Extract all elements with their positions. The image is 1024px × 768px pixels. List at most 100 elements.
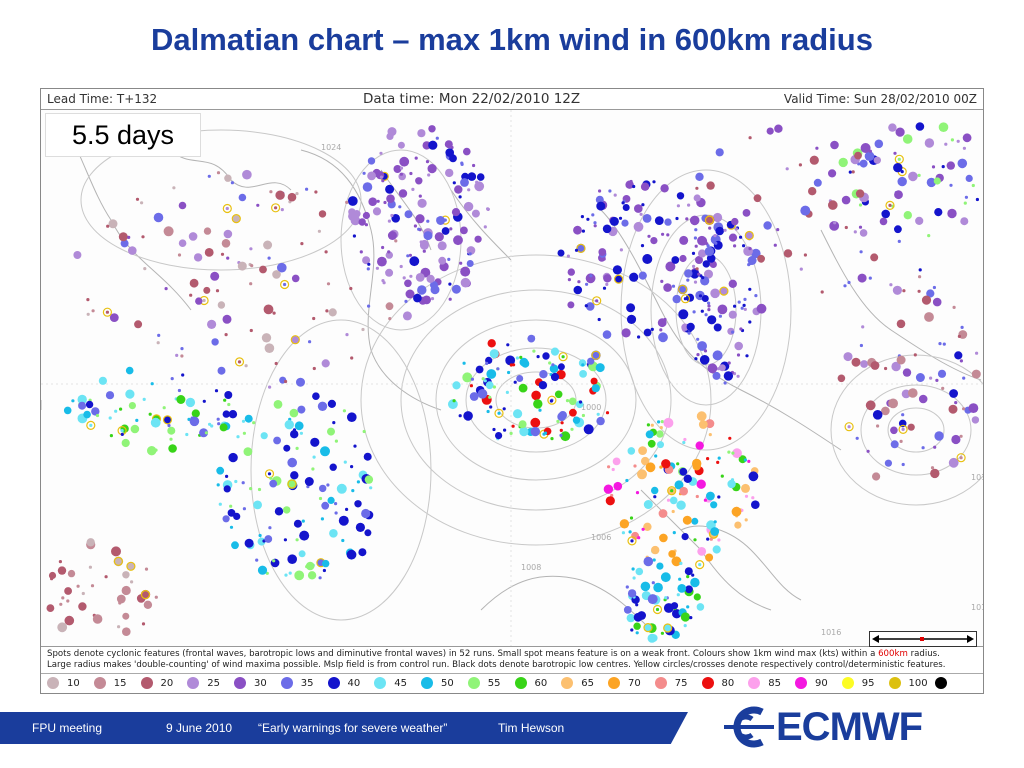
control-feature-marker bbox=[744, 230, 754, 241]
control-feature-marker bbox=[558, 352, 568, 362]
cyclone-spot bbox=[641, 527, 645, 531]
cyclone-spot bbox=[64, 587, 72, 595]
cyclone-spot bbox=[364, 529, 372, 537]
cyclone-spot bbox=[458, 414, 462, 418]
cyclone-spot bbox=[140, 589, 151, 600]
cyclone-spot bbox=[347, 196, 358, 206]
cyclone-spot bbox=[868, 276, 872, 280]
cyclone-spot bbox=[715, 148, 724, 157]
cyclone-spot bbox=[319, 484, 327, 493]
cyclone-spot bbox=[897, 157, 901, 161]
cyclone-spot bbox=[241, 419, 246, 423]
cyclone-spot bbox=[739, 327, 743, 331]
cyclone-spot bbox=[741, 483, 750, 493]
cyclone-spot bbox=[217, 366, 226, 375]
cyclone-spot bbox=[645, 462, 656, 473]
cyclone-spot bbox=[851, 357, 861, 367]
cyclone-spot bbox=[743, 297, 747, 301]
cyclone-spot bbox=[270, 558, 280, 568]
cyclone-spot bbox=[888, 203, 892, 207]
cyclone-spot bbox=[734, 521, 742, 529]
cyclone-spot bbox=[696, 411, 707, 422]
cyclone-spot bbox=[774, 124, 783, 133]
cyclone-spot bbox=[515, 356, 519, 360]
cyclone-spot bbox=[785, 167, 789, 171]
cyclone-spot bbox=[415, 214, 425, 224]
control-feature-marker bbox=[113, 556, 124, 566]
legend-label: 15 bbox=[113, 677, 127, 689]
cyclone-spot bbox=[747, 459, 751, 463]
legend-swatch bbox=[374, 677, 387, 689]
cyclone-spot bbox=[622, 204, 630, 211]
cyclone-spot bbox=[908, 388, 918, 398]
cyclone-spot bbox=[311, 467, 315, 471]
cyclone-spot bbox=[649, 634, 658, 642]
cyclone-spot bbox=[586, 217, 590, 221]
cyclone-spot bbox=[895, 127, 905, 137]
cyclone-spot bbox=[954, 401, 958, 405]
cyclone-spot bbox=[744, 494, 749, 498]
cyclone-spot bbox=[462, 361, 466, 365]
cyclone-spot bbox=[659, 465, 663, 469]
legend-label: 30 bbox=[254, 677, 267, 689]
cyclone-spot bbox=[264, 343, 275, 353]
isobar bbox=[250, 319, 432, 621]
cyclone-spot bbox=[518, 383, 528, 393]
cyclone-spot bbox=[413, 293, 422, 303]
cyclone-spot bbox=[519, 357, 529, 367]
cyclone-spot bbox=[723, 381, 727, 385]
cyclone-spot bbox=[602, 330, 612, 339]
cyclone-spot bbox=[585, 273, 596, 284]
cyclone-spot bbox=[661, 459, 671, 469]
cyclone-spot bbox=[828, 200, 838, 210]
cyclone-spot bbox=[642, 254, 653, 264]
cyclone-spot bbox=[640, 244, 645, 248]
cyclone-spot bbox=[474, 181, 485, 192]
cyclone-spot bbox=[640, 182, 650, 191]
cyclone-spot bbox=[280, 208, 284, 212]
cyclone-spot bbox=[362, 429, 366, 434]
cyclone-spot bbox=[603, 274, 612, 283]
cyclone-spot bbox=[73, 251, 82, 259]
cyclone-spot bbox=[672, 294, 681, 304]
cyclone-spot bbox=[539, 370, 548, 379]
cyclone-spot bbox=[283, 282, 287, 287]
footer-meeting: FPU meeting bbox=[32, 721, 103, 735]
cyclone-spot bbox=[665, 261, 676, 272]
cyclone-spot bbox=[427, 164, 437, 174]
cyclone-spot bbox=[694, 244, 698, 248]
cyclone-spot bbox=[959, 434, 963, 438]
cyclone-spot bbox=[930, 468, 940, 479]
cyclone-spot bbox=[859, 250, 863, 254]
cyclone-spot bbox=[272, 270, 281, 279]
cyclone-spot bbox=[613, 481, 623, 491]
cyclone-spot bbox=[864, 151, 875, 161]
cyclone-spot bbox=[459, 261, 463, 265]
control-feature-marker bbox=[677, 284, 688, 294]
cyclone-spot bbox=[890, 440, 899, 449]
cyclone-spot bbox=[632, 184, 636, 189]
cyclone-spot bbox=[598, 189, 602, 193]
cyclone-spot bbox=[458, 195, 462, 199]
cyclone-spot bbox=[244, 538, 254, 548]
cyclone-spot bbox=[292, 428, 297, 432]
isobar-label: 1008 bbox=[521, 563, 541, 572]
legend-swatch bbox=[234, 677, 246, 689]
cyclone-spot bbox=[125, 389, 135, 399]
cyclone-spot bbox=[76, 584, 80, 588]
cyclone-spot bbox=[48, 571, 57, 580]
cyclone-spot bbox=[585, 302, 595, 311]
cyclone-spot bbox=[304, 477, 314, 486]
legend-item: 30 bbox=[234, 677, 267, 689]
cyclone-spot bbox=[651, 581, 655, 585]
cyclone-spot bbox=[706, 491, 715, 501]
dalmatian-map: Lead Time: T+132 Data time: Mon 22/02/20… bbox=[40, 88, 984, 694]
isobar-label: 1016 bbox=[971, 603, 983, 612]
cyclone-spot bbox=[291, 335, 300, 344]
cyclone-spot bbox=[294, 570, 305, 581]
cyclone-spot bbox=[956, 139, 960, 143]
cyclone-spot bbox=[866, 449, 870, 453]
cyclone-spot bbox=[326, 282, 331, 286]
cyclone-spot bbox=[397, 141, 405, 149]
cyclone-spot bbox=[422, 295, 431, 305]
